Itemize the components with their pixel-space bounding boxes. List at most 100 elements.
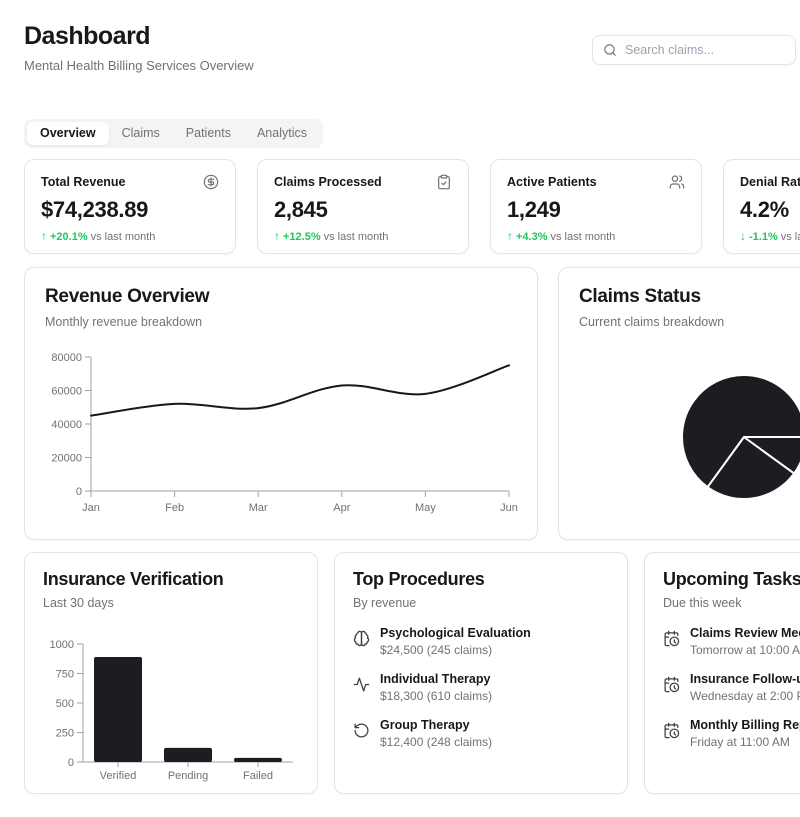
revenue-overview-card: Revenue Overview Monthly revenue breakdo… [24, 267, 538, 540]
stat-label: Active Patients [507, 175, 597, 189]
revenue-line-chart: 0 20000 40000 60000 80000 Jan Feb Mar Apr May Jun [51, 352, 518, 514]
history-icon [353, 722, 370, 739]
svg-text:0: 0 [68, 757, 74, 769]
tab-analytics[interactable]: Analytics [244, 122, 320, 145]
svg-text:40000: 40000 [51, 419, 82, 431]
list-item: Individual Therapy $18,300 (610 claims) [353, 672, 609, 703]
svg-text:Mar: Mar [249, 502, 268, 514]
stat-label: Total Revenue [41, 175, 126, 189]
stat-change: ↑ +20.1% vs last month [41, 229, 219, 243]
stat-value: 4.2% [740, 197, 789, 222]
stat-change: ↓ -1.1% vs last month [740, 229, 800, 243]
trend-up-icon: ↑ [274, 229, 280, 243]
calendar-clock-icon [663, 630, 680, 647]
card-subtitle: Current claims breakdown [579, 315, 725, 329]
svg-text:250: 250 [56, 728, 74, 740]
tab-patients[interactable]: Patients [173, 122, 244, 145]
change-value: -1.1% [749, 231, 778, 243]
procedure-detail: $24,500 (245 claims) [380, 643, 493, 657]
trend-down-icon: ↓ [740, 229, 746, 243]
task-name: Claims Review Meeting [690, 626, 800, 640]
card-subtitle: By revenue [353, 596, 417, 610]
verification-bar-chart: 0 250 500 750 1000 Verified Pending Failed [50, 639, 293, 782]
calendar-clock-icon [663, 722, 680, 739]
svg-text:0: 0 [76, 486, 82, 498]
svg-text:20000: 20000 [51, 453, 82, 465]
task-time: Friday at 11:00 AM [690, 735, 790, 749]
stat-card-claims-processed: Claims Processed 2,845 ↑ +12.5% vs last … [257, 159, 469, 254]
upcoming-tasks-card: Upcoming Tasks Due this week Claims Revi… [644, 552, 800, 794]
change-suffix: vs last month [90, 231, 156, 243]
change-suffix: vs last month [780, 231, 800, 243]
task-time: Tomorrow at 10:00 AM [690, 643, 800, 657]
stat-label: Denial Rate [740, 175, 800, 189]
svg-text:Failed: Failed [243, 770, 273, 782]
search-input[interactable] [625, 43, 785, 57]
calendar-clock-icon [663, 676, 680, 693]
card-title: Claims Status [579, 286, 701, 307]
card-title: Top Procedures [353, 569, 485, 589]
procedure-name: Individual Therapy [380, 672, 491, 686]
stat-label: Claims Processed [274, 175, 382, 189]
svg-text:Apr: Apr [333, 502, 350, 514]
clipboard-check-icon [436, 174, 452, 190]
card-subtitle: Due this week [663, 596, 742, 610]
stats-row: Total Revenue $74,238.89 ↑ +20.1% vs las… [24, 159, 800, 254]
change-value: +20.1% [50, 231, 88, 243]
change-suffix: vs last month [323, 231, 389, 243]
stat-card-denial-rate: Denial Rate 4.2% ↓ -1.1% vs last month [723, 159, 800, 254]
list-item: Monthly Billing Report Friday at 11:00 A… [663, 718, 800, 749]
change-value: +12.5% [283, 231, 321, 243]
search-icon [603, 43, 617, 57]
tab-claims[interactable]: Claims [109, 122, 173, 145]
svg-text:500: 500 [56, 698, 74, 710]
procedure-detail: $18,300 (610 claims) [380, 689, 493, 703]
insurance-verification-card: Insurance Verification Last 30 days 0 250… [24, 552, 318, 794]
procedure-detail: $12,400 (248 claims) [380, 735, 493, 749]
stat-card-active-patients: Active Patients 1,249 ↑ +4.3% vs last mo… [490, 159, 702, 254]
list-item: Claims Review Meeting Tomorrow at 10:00 … [663, 626, 800, 657]
list-item: Group Therapy $12,400 (248 claims) [353, 718, 609, 749]
trend-up-icon: ↑ [41, 229, 47, 243]
svg-text:750: 750 [56, 669, 74, 681]
card-title: Upcoming Tasks [663, 569, 800, 589]
svg-text:Pending: Pending [168, 770, 208, 782]
change-value: +4.3% [516, 231, 548, 243]
stat-value: 1,249 [507, 197, 561, 222]
svg-text:80000: 80000 [51, 352, 82, 364]
tasks-list: Claims Review Meeting Tomorrow at 10:00 … [663, 626, 800, 749]
svg-text:May: May [415, 502, 436, 514]
svg-text:60000: 60000 [51, 386, 82, 398]
svg-text:Feb: Feb [165, 502, 184, 514]
users-icon [669, 174, 685, 190]
task-time: Wednesday at 2:00 PM [690, 689, 800, 703]
svg-text:Jun: Jun [500, 502, 518, 514]
brain-icon [353, 630, 370, 647]
search-box[interactable] [592, 35, 796, 65]
stat-card-total-revenue: Total Revenue $74,238.89 ↑ +20.1% vs las… [24, 159, 236, 254]
card-subtitle: Last 30 days [43, 596, 114, 610]
circle-dollar-icon [203, 174, 219, 190]
procedure-name: Psychological Evaluation [380, 626, 531, 640]
stat-change: ↑ +12.5% vs last month [274, 229, 452, 243]
card-subtitle: Monthly revenue breakdown [45, 315, 203, 329]
stat-change: ↑ +4.3% vs last month [507, 229, 685, 243]
charts-row: Revenue Overview Monthly revenue breakdo… [24, 267, 800, 540]
svg-text:1000: 1000 [50, 639, 74, 651]
claims-pie-chart [681, 374, 800, 500]
claims-status-card: Claims Status Current claims breakdown [558, 267, 800, 540]
task-name: Monthly Billing Report [690, 718, 800, 732]
card-title: Revenue Overview [45, 286, 210, 307]
page-title: Dashboard [24, 22, 151, 50]
stat-value: $74,238.89 [41, 197, 149, 222]
activity-icon [353, 676, 370, 693]
dashboard-page: Dashboard Mental Health Billing Services… [24, 22, 800, 794]
page-subtitle: Mental Health Billing Services Overview [24, 58, 254, 73]
task-name: Insurance Follow-ups [690, 672, 800, 686]
tab-overview[interactable]: Overview [27, 122, 109, 145]
svg-text:Verified: Verified [100, 770, 137, 782]
trend-up-icon: ↑ [507, 229, 513, 243]
procedures-list: Psychological Evaluation $24,500 (245 cl… [353, 626, 609, 749]
tab-bar: Overview Claims Patients Analytics [24, 119, 323, 148]
top-procedures-card: Top Procedures By revenue Psychological … [334, 552, 628, 794]
